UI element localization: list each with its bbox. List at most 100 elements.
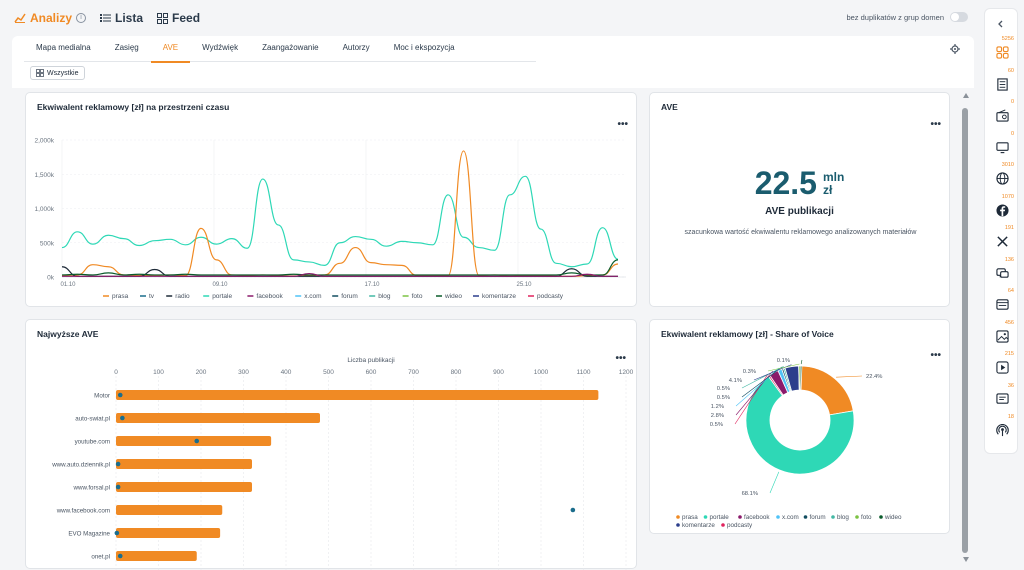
duplicates-toggle[interactable] — [950, 12, 968, 22]
comments-icon — [995, 392, 1009, 404]
series-line-facebook — [62, 272, 619, 277]
tab-zasięg[interactable]: Zasięg — [114, 43, 139, 52]
panel-title: Ekwiwalent reklamowy [zł] na przestrzeni… — [37, 102, 230, 112]
source-filter-video[interactable] — [985, 361, 1019, 379]
more-options-button[interactable]: ••• — [617, 119, 628, 130]
legend-label: podcasty — [537, 293, 564, 300]
x-tick-label: 900 — [493, 369, 504, 376]
source-count: 5256 — [1001, 36, 1014, 42]
ave-unit-bottom: zł — [822, 182, 833, 197]
video-icon — [995, 361, 1009, 374]
source-filter-blog[interactable] — [985, 298, 1019, 316]
x-tick-label: 700 — [408, 369, 419, 376]
legend-label: podcasty — [727, 522, 753, 529]
more-options-button[interactable]: ••• — [930, 350, 941, 361]
source-filter-photo[interactable] — [985, 329, 1019, 348]
publication-count-dot — [570, 507, 576, 513]
source-filter-tv[interactable] — [985, 141, 1019, 159]
slice-label: 68.1% — [742, 491, 758, 497]
tab-wydźwięk[interactable]: Wydźwięk — [202, 43, 239, 52]
slice-label: 1.2% — [711, 404, 724, 410]
panel-title: Ekwiwalent reklamowy [zł] - Share of Voi… — [661, 329, 834, 339]
source-filter-newspaper[interactable] — [985, 77, 1019, 96]
source-count: 456 — [1004, 319, 1014, 326]
x-tick-label: 1000 — [534, 369, 549, 376]
ave-value: 22.5 — [754, 165, 817, 201]
source-count: 36 — [1007, 382, 1014, 389]
nav-feed[interactable]: Feed — [157, 11, 200, 25]
category-label: youtube.com — [75, 439, 110, 446]
category-label: www.forsal.pl — [73, 485, 110, 492]
tab-ave[interactable]: AVE — [150, 40, 191, 63]
x-tick-label: 09.10 — [212, 282, 228, 288]
nav-lista-label: Lista — [115, 11, 144, 25]
source-count: 1070 — [1001, 193, 1014, 200]
x-tick-label: 0 — [114, 369, 118, 376]
slice-leader-line — [741, 366, 784, 389]
scroll-up-icon[interactable] — [962, 92, 970, 100]
source-count: 0 — [1010, 130, 1014, 137]
source-count: 18 — [1007, 414, 1014, 420]
slice-leader-line — [767, 363, 800, 372]
source-filter-all-sources[interactable] — [985, 46, 1019, 64]
slice-label: 0.3% — [743, 369, 756, 375]
scrollbar-thumb[interactable] — [962, 108, 968, 553]
legend-label: komentarze — [682, 522, 715, 529]
bar — [116, 505, 223, 515]
x-tick-label: 1100 — [577, 369, 591, 376]
legend-swatch — [721, 523, 725, 527]
tab-bar: Mapa medialna Zasięg AVE Wydźwięk Zaangażowa… — [24, 40, 536, 63]
source-filter-podcast[interactable] — [985, 423, 1019, 442]
tab-zaangażowanie[interactable]: Zaangażowanie — [262, 43, 319, 52]
x-tick-label: 01.10 — [60, 282, 76, 288]
tab-mapa-medialna[interactable]: Mapa medialna — [36, 43, 91, 52]
x-tick-label: 100 — [153, 369, 164, 376]
slice-prasa — [799, 365, 854, 416]
source-filter-forum[interactable] — [985, 267, 1019, 285]
nav-lista[interactable]: Lista — [100, 11, 143, 25]
info-icon[interactable]: i — [76, 13, 87, 23]
slice-label: 0.5% — [717, 395, 730, 401]
scroll-down-icon[interactable] — [962, 556, 970, 564]
x-icon — [996, 236, 1008, 247]
gear-icon[interactable] — [950, 44, 960, 54]
category-label: onet.pl — [91, 554, 110, 561]
y-tick-label: 2,000k — [34, 138, 54, 145]
legend-label: portale — [212, 293, 232, 300]
slice-wideo — [799, 365, 803, 391]
slice-label: 0.5% — [710, 422, 723, 428]
source-filter-x[interactable] — [985, 235, 1019, 253]
podcast-icon — [995, 423, 1009, 437]
slice-leader-line — [800, 359, 803, 365]
more-options-button[interactable]: ••• — [930, 119, 941, 130]
legend-swatch — [855, 515, 859, 519]
bar — [116, 551, 197, 561]
publication-count-dot — [117, 553, 123, 559]
more-options-button[interactable]: ••• — [615, 353, 626, 364]
legend-label: tv — [149, 293, 155, 300]
x-axis-label: Liczba publikacji — [347, 357, 394, 364]
x-tick-label: 300 — [238, 369, 249, 376]
bar — [116, 390, 599, 400]
legend-swatch — [803, 515, 808, 519]
legend-swatch — [738, 515, 742, 519]
filter-chip-all[interactable]: Wszystkie — [30, 66, 85, 80]
tab-autorzy[interactable]: Autorzy — [342, 43, 370, 52]
legend-label: facebook — [256, 293, 283, 300]
tab-moc-i-ekspozycja[interactable]: Moc i ekspozycja — [393, 43, 455, 52]
all-sources-icon — [995, 46, 1009, 59]
source-filter-globe[interactable] — [985, 172, 1019, 190]
source-filter-comments[interactable] — [985, 392, 1019, 411]
donut-chart: 22.4% 68.1% 0.5% 2.8% 1.2% 0.5% 0.5% 4.1%0.3% 0.… — [676, 358, 902, 529]
nav-analizy[interactable]: Analizy i — [14, 11, 87, 25]
y-tick-label: 1,000k — [34, 206, 54, 213]
chevron-left-icon[interactable] — [997, 20, 1005, 28]
source-count: 60 — [1007, 67, 1014, 74]
chart-line-icon — [14, 13, 26, 23]
x-tick-label: 400 — [281, 369, 292, 376]
source-filter-radio[interactable] — [985, 109, 1019, 127]
source-filter-facebook[interactable] — [985, 203, 1019, 222]
legend-swatch — [676, 523, 680, 527]
grid-icon — [157, 12, 169, 24]
facebook-icon — [995, 203, 1009, 217]
